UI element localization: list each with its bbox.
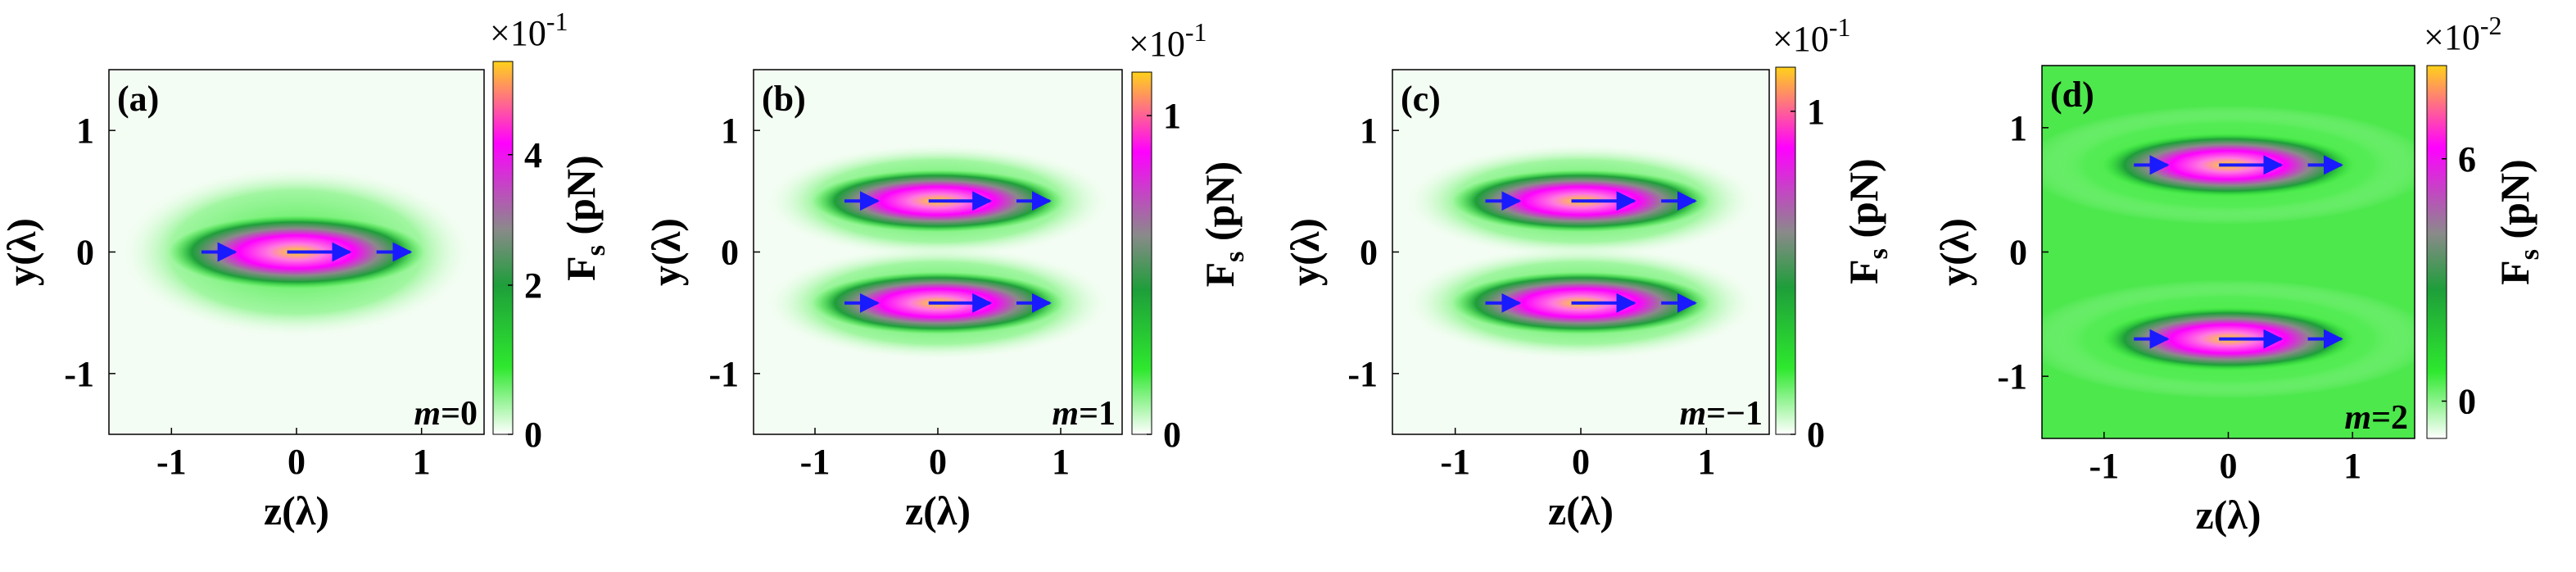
panel-label: (b) bbox=[762, 79, 806, 119]
panel-label: (a) bbox=[117, 79, 159, 119]
x-tick-label: 1 bbox=[2343, 446, 2361, 486]
x-tick-label: 0 bbox=[287, 442, 306, 482]
panel-b: -1 0 1 1 0 -1 z(λ) y(λ) (b) m=1 1 0 ×10-1 Fs (pN) bbox=[643, 17, 1250, 533]
colorbar bbox=[492, 61, 514, 435]
mode-label: m=2 bbox=[2344, 399, 2408, 437]
y-axis-label: y(λ) bbox=[1931, 218, 1977, 286]
colorbar-tick-label: 1 bbox=[1163, 96, 1181, 136]
x-tick-label: -1 bbox=[1440, 442, 1470, 482]
colorbar bbox=[2426, 65, 2447, 439]
colorbar-exponent: ×10-1 bbox=[1129, 17, 1207, 64]
x-tick-label: -1 bbox=[800, 442, 831, 482]
panel-label: (d) bbox=[2050, 75, 2094, 115]
y-tick-label: 1 bbox=[721, 111, 739, 151]
colorbar-tick-label: 1 bbox=[1807, 92, 1825, 132]
colorbar-tick-label: 6 bbox=[2458, 139, 2476, 179]
y-tick-label: 1 bbox=[1360, 111, 1378, 151]
x-tick-label: -1 bbox=[2089, 446, 2120, 486]
colorbar-label: Fs (pN) bbox=[1197, 161, 1250, 288]
y-tick-label: 0 bbox=[76, 233, 94, 273]
panel-d: -1 0 1 1 0 -1 z(λ) y(λ) (d) m=2 6 0 ×10-2 Fs (pN) bbox=[1931, 11, 2545, 538]
mode-label: m=−1 bbox=[1679, 395, 1763, 433]
x-tick-label: 1 bbox=[1052, 442, 1070, 482]
heatmap-field bbox=[116, 164, 477, 340]
panel-c: -1 0 1 1 0 -1 z(λ) y(λ) (c) m=−1 1 0 ×10-1 Fs (pN) bbox=[1282, 12, 1894, 533]
x-tick-label: 0 bbox=[1572, 442, 1590, 482]
x-tick-label: 0 bbox=[929, 442, 947, 482]
y-axis-label: y(λ) bbox=[1282, 218, 1328, 286]
colorbar-label: Fs (pN) bbox=[2492, 159, 2545, 285]
y-tick-label: 1 bbox=[76, 111, 94, 151]
colorbar-exponent: ×10-1 bbox=[1772, 12, 1850, 59]
x-axis-label: z(λ) bbox=[264, 488, 329, 533]
panel-label: (c) bbox=[1401, 79, 1441, 119]
colorbar-tick-label: 0 bbox=[2458, 382, 2476, 422]
heatmap-field bbox=[761, 143, 1115, 361]
heatmap-field bbox=[1400, 143, 1762, 361]
x-tick-label: -1 bbox=[156, 442, 187, 482]
y-axis-label: y(λ) bbox=[643, 218, 689, 286]
x-axis-label: z(λ) bbox=[2195, 492, 2261, 538]
mode-label: m=1 bbox=[1052, 395, 1116, 433]
y-axis-label: y(λ) bbox=[0, 218, 44, 286]
mode-label: m=0 bbox=[414, 395, 478, 433]
colorbar-tick-label: 0 bbox=[1163, 415, 1181, 455]
y-tick-label: 0 bbox=[1360, 233, 1378, 273]
panel-a: -1 0 1 1 0 -1 z(λ) y(λ) (a) m=0 4 2 0 ×10-1 Fs (pN) bbox=[0, 7, 611, 533]
x-tick-label: 1 bbox=[1697, 442, 1715, 482]
x-tick-label: 0 bbox=[2220, 446, 2238, 486]
x-axis-label: z(λ) bbox=[905, 488, 971, 533]
y-tick-label: 1 bbox=[2009, 108, 2027, 148]
heatmap-field bbox=[2042, 105, 2415, 399]
y-tick-label: 0 bbox=[2009, 233, 2027, 273]
colorbar-tick-label: 0 bbox=[524, 415, 542, 455]
x-tick-label: 1 bbox=[413, 442, 431, 482]
colorbar-label: Fs (pN) bbox=[1840, 158, 1894, 284]
colorbar bbox=[1131, 71, 1152, 435]
colorbar-tick-label: 2 bbox=[524, 266, 542, 306]
colorbar-label: Fs (pN) bbox=[558, 155, 611, 281]
y-tick-label: -1 bbox=[709, 354, 739, 394]
colorbar-tick-label: 4 bbox=[524, 135, 542, 175]
y-tick-label: 0 bbox=[721, 233, 739, 273]
x-axis-label: z(λ) bbox=[1548, 488, 1614, 533]
colorbar-tick-label: 0 bbox=[1807, 415, 1825, 455]
colorbar bbox=[1775, 66, 1796, 435]
colorbar-exponent: ×10-2 bbox=[2424, 11, 2501, 57]
y-tick-label: -1 bbox=[1347, 354, 1378, 394]
y-tick-label: -1 bbox=[64, 354, 94, 394]
colorbar-exponent: ×10-1 bbox=[490, 7, 568, 53]
y-tick-label: -1 bbox=[1997, 356, 2027, 397]
